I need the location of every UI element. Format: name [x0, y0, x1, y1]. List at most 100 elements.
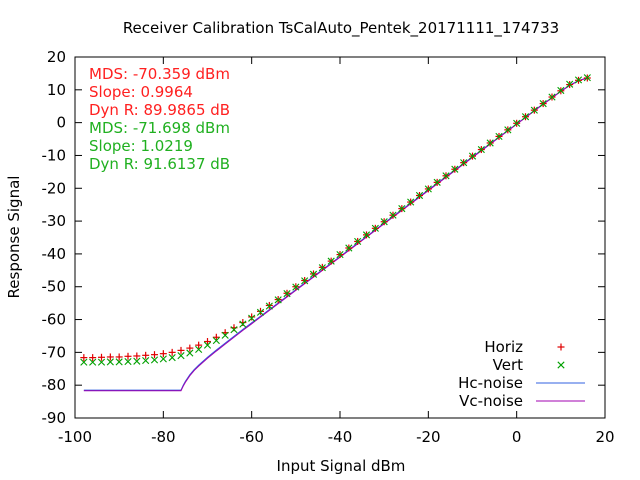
x-tick-label: 0: [512, 428, 522, 446]
legend-label: Vert: [493, 356, 523, 374]
vert-point: [159, 355, 167, 363]
horiz-point: [142, 351, 150, 359]
vert-point: [345, 244, 353, 252]
y-tick-label: -40: [42, 245, 67, 263]
horiz-point: [186, 344, 194, 352]
vert-point: [133, 357, 141, 365]
stat-annotation: Slope: 0.9964: [89, 83, 193, 101]
x-tick-label: -40: [328, 428, 353, 446]
vert-point: [433, 178, 441, 186]
vert-point: [309, 270, 318, 278]
vert-point: [274, 296, 282, 304]
vert-point: [548, 93, 556, 101]
vert-point: [398, 205, 406, 213]
vert-point: [80, 358, 88, 366]
vert-point: [477, 145, 485, 154]
horiz-point: [98, 353, 105, 361]
vert-point: [283, 290, 291, 298]
vert-point: [265, 302, 273, 310]
vert-point: [212, 336, 220, 345]
horiz-point: [257, 307, 264, 315]
stat-annotation: Dyn R: 89.9865 dB: [89, 101, 230, 119]
vert-point: [539, 100, 547, 108]
vert-point: [292, 283, 300, 291]
vert-point: [142, 356, 150, 365]
legend-label: Horiz: [484, 338, 523, 356]
vert-point: [407, 198, 415, 206]
vert-point: [221, 331, 229, 339]
y-axis-label: Response Signal: [5, 176, 23, 299]
vert-point: [186, 349, 194, 357]
horiz-point: [212, 333, 220, 341]
vert-point: [424, 185, 432, 193]
vert-point: [442, 172, 450, 180]
horiz-point: [239, 318, 247, 326]
vert-point: [203, 341, 212, 349]
horiz-point: [248, 313, 256, 321]
y-axis: 20 10 0 -10 -20 -30 -40 -50 -60 -70 -80 -90: [42, 48, 605, 427]
horiz-point: [115, 353, 123, 361]
vert-point: [521, 113, 530, 121]
vert-point: [301, 277, 309, 285]
stat-annotation: Dyn R: 91.6137 dB: [89, 155, 230, 173]
y-tick-label: 0: [56, 114, 66, 132]
y-tick-label: 20: [47, 48, 66, 66]
y-tick-label: -10: [42, 146, 67, 164]
horiz-point: [106, 353, 114, 361]
stat-annotation: MDS: -70.359 dBm: [89, 65, 230, 83]
vert-point: [97, 358, 106, 366]
y-tick-label: -70: [42, 343, 67, 361]
stat-annotation: Slope: 1.0219: [89, 137, 193, 155]
y-tick-label: -80: [42, 376, 67, 394]
horiz-point: [195, 341, 203, 349]
x-tick-label: -60: [239, 428, 264, 446]
vert-point: [495, 132, 503, 141]
vert-point: [177, 352, 185, 360]
vert-point: [318, 264, 326, 272]
vert-point: [557, 86, 565, 95]
vert-point: [460, 159, 468, 167]
vert-point: [106, 358, 114, 366]
y-tick-label: -60: [42, 311, 67, 329]
vert-point: [566, 80, 574, 88]
vert-point: [486, 139, 494, 147]
x-tick-label: -100: [58, 428, 92, 446]
vert-point: [336, 250, 344, 259]
vert-point: [371, 224, 379, 232]
vert-point: [239, 320, 247, 328]
vert-point: [89, 358, 97, 366]
legend-label: Hc-noise: [458, 374, 523, 392]
x-axis-label: Input Signal dBm: [277, 457, 406, 475]
vert-point: [362, 231, 371, 239]
horiz-point: [159, 350, 167, 358]
horiz-point: [133, 352, 141, 360]
vert-point: [195, 345, 203, 353]
y-tick-label: 10: [47, 81, 66, 99]
vert-point: [124, 357, 132, 366]
vert-point: [468, 152, 477, 160]
vert-points: [80, 74, 591, 366]
vert-point: [354, 237, 362, 246]
x-tick-label: -20: [416, 428, 441, 446]
vert-point: [248, 314, 256, 322]
vert-point: [380, 218, 388, 226]
legend-swatch-vert: [557, 361, 565, 369]
series-layer: [80, 74, 591, 392]
x-tick-label: -80: [151, 428, 176, 446]
y-tick-label: -30: [42, 212, 67, 230]
chart-title: Receiver Calibration TsCalAuto_Pentek_20…: [123, 19, 559, 38]
vert-point: [415, 191, 424, 200]
x-tick-label: 20: [595, 428, 614, 446]
vert-point: [230, 326, 238, 334]
x-axis: -100 -80 -60 -40 -20 0 20: [58, 57, 615, 446]
vert-point: [530, 106, 538, 114]
horiz-point: [204, 338, 211, 346]
horiz-point: [89, 354, 97, 362]
horiz-point: [151, 351, 158, 359]
horiz-point: [80, 354, 88, 362]
vert-point: [115, 358, 123, 366]
vert-point: [513, 119, 521, 127]
